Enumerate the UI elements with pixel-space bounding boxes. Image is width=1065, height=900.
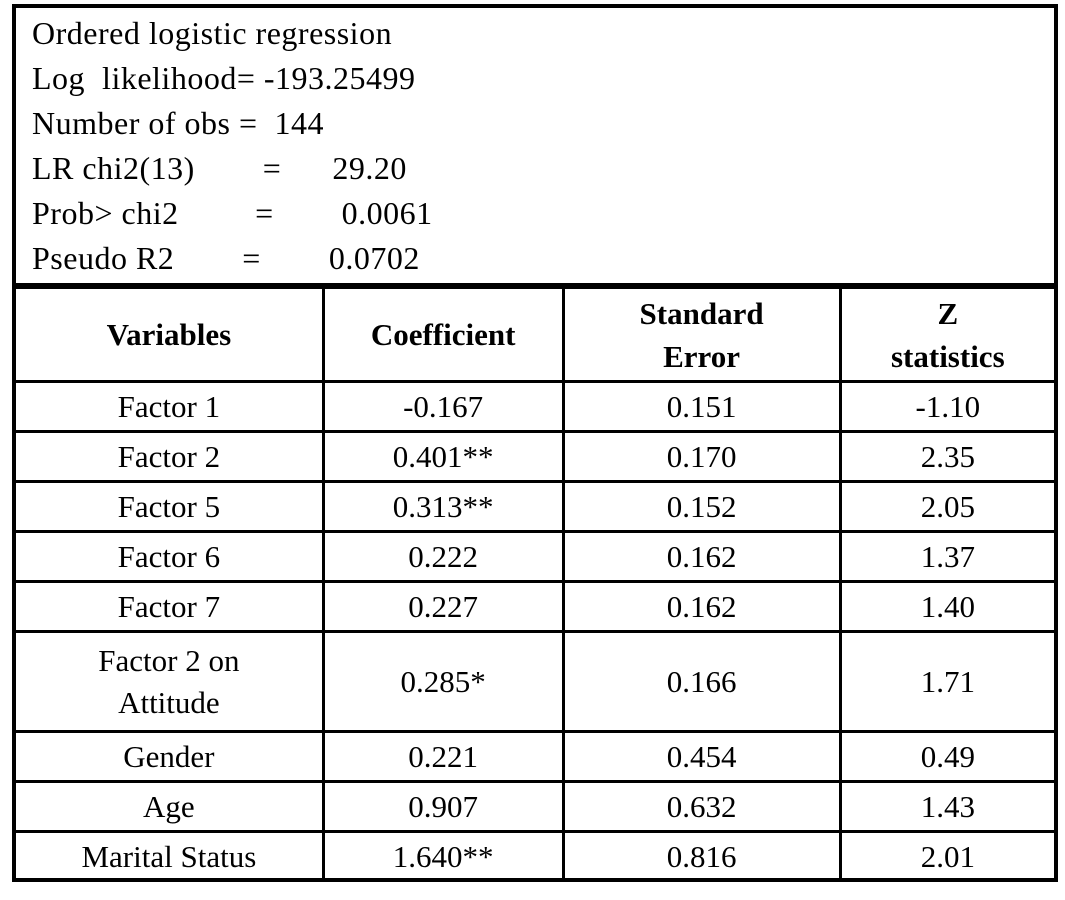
- table-row-factor-1: Factor 1 -0.167 0.151 -1.10: [16, 380, 1054, 433]
- cell-coefficient: 0.401**: [321, 430, 565, 483]
- col-header-variables: Variables: [16, 286, 325, 383]
- cell-coefficient: 1.640**: [321, 830, 565, 882]
- cell-variable: Factor 6: [16, 530, 325, 583]
- cell-variable: Gender: [16, 730, 325, 783]
- summary-line-model: Ordered logistic regression: [32, 15, 393, 51]
- cell-variable: Factor 2 on Attitude: [16, 630, 325, 733]
- cell-z-statistic: -1.10: [838, 380, 1054, 433]
- cell-variable: Factor 1: [16, 380, 325, 433]
- table-row-marital-status: Marital Status 1.640** 0.816 2.01: [16, 830, 1054, 882]
- col-header-coefficient: Coefficient: [321, 286, 565, 383]
- cell-coefficient: 0.222: [321, 530, 565, 583]
- cell-std-error: 0.152: [561, 480, 842, 533]
- table-row-gender: Gender 0.221 0.454 0.49: [16, 730, 1054, 783]
- summary-line-number-of-obs: Number of obs = 144: [32, 105, 325, 141]
- cell-z-statistic: 2.01: [838, 830, 1054, 882]
- cell-z-statistic: 2.05: [838, 480, 1054, 533]
- cell-coefficient: 0.907: [321, 780, 565, 833]
- cell-variable: Marital Status: [16, 830, 325, 882]
- cell-std-error: 0.166: [561, 630, 842, 733]
- col-header-standard-error: Standard Error: [561, 286, 842, 383]
- cell-z-statistic: 0.49: [838, 730, 1054, 783]
- summary-line-log-likelihood: Log likelihood= -193.25499: [32, 60, 416, 96]
- cell-coefficient: 0.285*: [321, 630, 565, 733]
- cell-coefficient: -0.167: [321, 380, 565, 433]
- summary-line-lr-chi2: LR chi2(13) = 29.20: [32, 150, 407, 186]
- cell-variable: Factor 5: [16, 480, 325, 533]
- cell-variable: Age: [16, 780, 325, 833]
- cell-variable: Factor 7: [16, 580, 325, 633]
- cell-std-error: 0.632: [561, 780, 842, 833]
- cell-std-error: 0.454: [561, 730, 842, 783]
- cell-std-error: 0.816: [561, 830, 842, 882]
- regression-results-box: Ordered logistic regression Log likeliho…: [12, 4, 1058, 882]
- summary-line-prob-chi2: Prob> chi2 = 0.0061: [32, 195, 433, 231]
- table-row-factor-2: Factor 2 0.401** 0.170 2.35: [16, 430, 1054, 483]
- cell-coefficient: 0.221: [321, 730, 565, 783]
- table-row-factor-6: Factor 6 0.222 0.162 1.37: [16, 530, 1054, 583]
- cell-z-statistic: 1.71: [838, 630, 1054, 733]
- cell-coefficient: 0.227: [321, 580, 565, 633]
- cell-z-statistic: 1.37: [838, 530, 1054, 583]
- col-header-z-statistics: Z statistics: [838, 286, 1054, 383]
- table-row-factor-2-on-attitude: Factor 2 on Attitude 0.285* 0.166 1.71: [16, 630, 1054, 733]
- model-summary-block: Ordered logistic regression Log likeliho…: [16, 8, 1054, 286]
- cell-std-error: 0.162: [561, 530, 842, 583]
- table-row-factor-7: Factor 7 0.227 0.162 1.40: [16, 580, 1054, 633]
- cell-coefficient: 0.313**: [321, 480, 565, 533]
- cell-z-statistic: 1.43: [838, 780, 1054, 833]
- cell-z-statistic: 2.35: [838, 430, 1054, 483]
- cell-variable: Factor 2: [16, 430, 325, 483]
- cell-z-statistic: 1.40: [838, 580, 1054, 633]
- cell-std-error: 0.162: [561, 580, 842, 633]
- cell-std-error: 0.151: [561, 380, 842, 433]
- table-row-age: Age 0.907 0.632 1.43: [16, 780, 1054, 833]
- table-header-row: Variables Coefficient Standard Error Z s…: [16, 286, 1054, 383]
- summary-line-pseudo-r2: Pseudo R2 = 0.0702: [32, 240, 420, 276]
- table-row-factor-5: Factor 5 0.313** 0.152 2.05: [16, 480, 1054, 533]
- cell-std-error: 0.170: [561, 430, 842, 483]
- regression-results-table: Variables Coefficient Standard Error Z s…: [16, 286, 1054, 882]
